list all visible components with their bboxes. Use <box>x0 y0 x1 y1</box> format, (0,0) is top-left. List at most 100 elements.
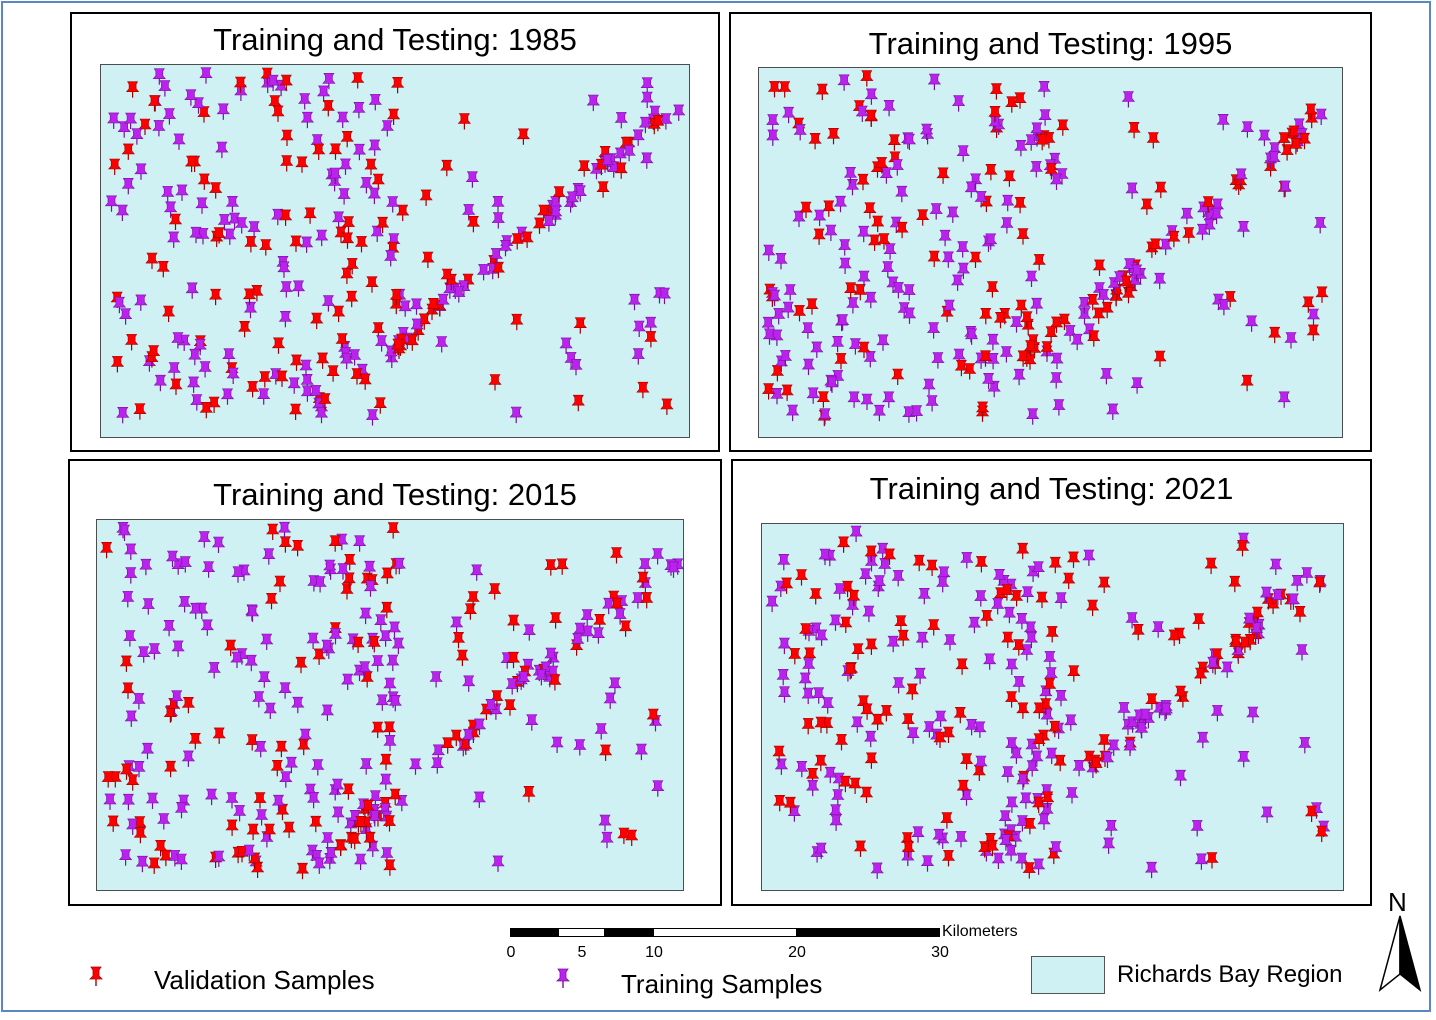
training-sample-marker <box>370 225 384 242</box>
training-sample-marker <box>1180 207 1194 225</box>
validation-sample-marker <box>124 334 139 351</box>
validation-sample-marker <box>857 341 871 358</box>
training-sample-marker <box>1019 792 1033 809</box>
validation-sample-marker <box>640 592 654 609</box>
validation-sample-marker <box>822 200 836 217</box>
training-sample-marker <box>167 362 181 379</box>
training-sample-marker <box>212 850 226 867</box>
validation-sample-marker <box>877 233 891 250</box>
training-sample-marker <box>498 240 513 257</box>
training-sample-marker <box>835 314 850 331</box>
training-sample-marker <box>1030 750 1044 767</box>
validation-sample-marker <box>340 267 354 284</box>
validation-sample-marker <box>887 134 902 151</box>
training-sample-marker <box>374 335 389 352</box>
training-sample-marker <box>1005 796 1019 813</box>
validation-sample-marker <box>792 305 807 322</box>
validation-sample-marker <box>188 732 202 750</box>
scale-tick-label: 5 <box>577 944 587 961</box>
validation-sample-marker <box>1013 197 1027 214</box>
red-pushpin-icon <box>89 966 103 986</box>
validation-sample-marker <box>956 779 970 797</box>
training-sample-marker <box>171 332 185 349</box>
scale-segment <box>510 928 558 937</box>
training-sample-marker <box>271 794 286 812</box>
training-sample-marker <box>550 736 564 753</box>
validation-sample-marker <box>1023 817 1037 835</box>
training-sample-marker <box>175 184 189 201</box>
training-sample-marker <box>1054 592 1068 609</box>
training-sample-marker <box>911 826 925 843</box>
validation-sample-marker <box>905 683 919 700</box>
training-sample-marker <box>384 250 398 267</box>
validation-sample-marker <box>1022 862 1036 879</box>
validation-sample-marker <box>896 629 910 647</box>
training-sample-marker <box>365 409 380 426</box>
training-sample-marker <box>132 693 146 710</box>
training-sample-marker <box>374 614 388 631</box>
training-sample-marker <box>983 653 997 670</box>
training-sample-marker <box>774 758 789 775</box>
training-sample-marker <box>1015 612 1029 630</box>
training-sample-marker <box>1121 91 1136 108</box>
training-sample-marker <box>549 205 563 222</box>
training-sample-marker <box>920 855 935 872</box>
training-sample-marker <box>263 702 277 719</box>
validation-sample-marker <box>864 752 879 769</box>
validation-sample-marker <box>373 397 387 414</box>
training-sample-marker <box>378 630 393 647</box>
training-sample-marker <box>1260 806 1274 823</box>
training-sample-marker <box>291 280 306 297</box>
validation-sample-marker <box>1205 852 1219 869</box>
validation-sample-marker <box>916 209 930 226</box>
training-sample-marker <box>525 714 539 731</box>
scale-tick-label: 0 <box>506 944 516 961</box>
validation-sample-marker <box>646 708 660 726</box>
training-sample-marker <box>946 206 960 223</box>
validation-sample-marker <box>847 589 861 607</box>
training-sample-marker <box>882 100 896 117</box>
training-sample-marker <box>337 188 351 205</box>
validation-sample-marker <box>1154 181 1168 199</box>
training-sample-marker <box>309 385 323 402</box>
validation-sample-marker <box>1289 138 1303 155</box>
validation-sample-marker <box>870 713 885 731</box>
training-sample-marker <box>659 113 673 130</box>
training-sample-marker <box>121 178 135 195</box>
training-sample-marker <box>931 352 945 369</box>
training-sample-marker <box>847 391 861 408</box>
training-sample-marker <box>627 293 642 311</box>
training-sample-marker <box>666 561 681 578</box>
validation-sample-marker <box>1016 228 1030 245</box>
training-sample-marker <box>242 844 256 862</box>
training-sample-marker <box>1020 586 1035 603</box>
validation-sample-marker <box>894 615 908 632</box>
validation-sample-marker <box>510 313 524 331</box>
validation-sample-marker <box>279 74 293 92</box>
validation-sample-marker <box>340 583 354 600</box>
training-sample-marker <box>765 595 779 613</box>
training-sample-marker <box>336 563 350 580</box>
training-sample-marker <box>849 525 863 543</box>
training-sample-marker <box>1037 81 1051 98</box>
validation-sample-marker <box>417 313 431 330</box>
training-sample-marker <box>341 673 355 691</box>
validation-sample-marker <box>1097 734 1111 751</box>
training-sample-marker <box>806 387 820 404</box>
training-sample-marker <box>781 301 795 319</box>
validation-sample-marker <box>244 236 258 253</box>
validation-sample-marker <box>1100 301 1114 319</box>
training-sample-marker <box>974 590 988 607</box>
training-sample-marker <box>1271 589 1285 606</box>
validation-sample-marker <box>773 794 787 812</box>
training-sample-marker <box>452 286 466 303</box>
validation-sample-marker <box>99 541 114 559</box>
training-sample-marker <box>613 608 627 625</box>
training-sample-marker <box>1106 403 1120 420</box>
training-sample-marker <box>1005 658 1019 675</box>
validation-sample-marker <box>367 636 381 653</box>
training-sample-marker <box>1259 586 1274 604</box>
scale-unit-label: Kilometers <box>942 923 1018 940</box>
validation-sample-marker <box>1167 230 1181 248</box>
